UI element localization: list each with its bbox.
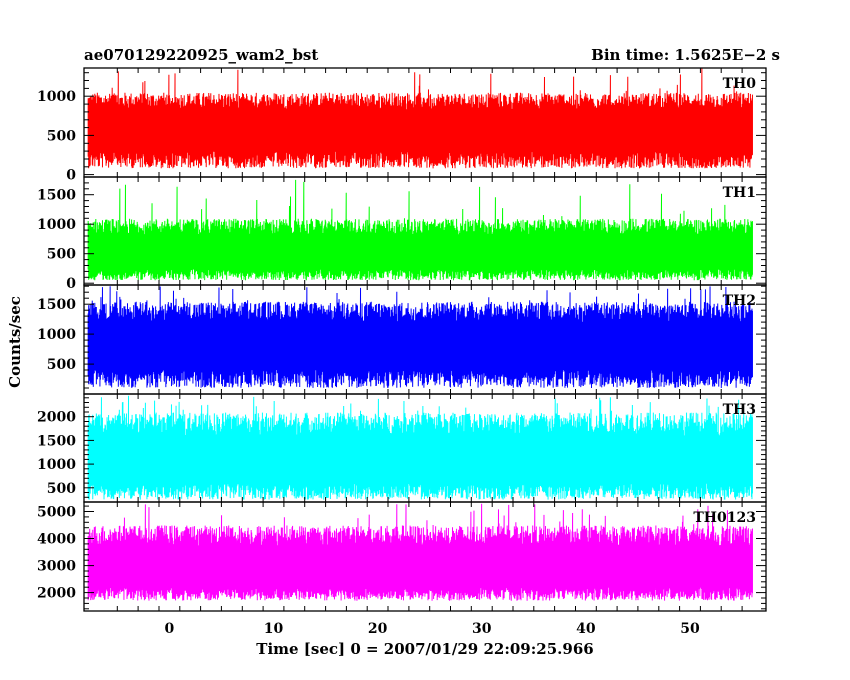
y-tick-label: 3000 <box>37 559 76 575</box>
y-tick-label: 1000 <box>37 327 76 343</box>
y-tick-label: 500 <box>47 247 76 263</box>
panel-th3: 500 1000 1500 2000 TH3 <box>37 393 767 503</box>
panel-label: TH1 <box>723 185 756 201</box>
x-tick-label: 50 <box>680 621 700 637</box>
y-tick-label: 1000 <box>37 217 76 233</box>
y-tick-label: 500 <box>47 481 76 497</box>
y-axis-label: Counts/sec <box>6 296 24 388</box>
panel-th0: 0 500 1000 TH0 <box>37 67 767 184</box>
y-tick-label: 1000 <box>37 89 76 105</box>
x-tick-label: 0 <box>165 621 175 637</box>
lightcurve-th0123 <box>87 503 753 601</box>
panel-th0123: 2000 3000 4000 5000 TH0123 <box>37 501 767 612</box>
y-tick-label: 1000 <box>37 457 76 473</box>
panel-frame <box>83 501 767 612</box>
x-tick-label: 40 <box>576 621 596 637</box>
x-tick-label: 30 <box>472 621 492 637</box>
x-tick-label: 10 <box>264 621 284 637</box>
panel-label: TH0 <box>723 76 757 92</box>
panel-label: TH2 <box>723 293 756 309</box>
y-tick-label: 1500 <box>37 433 76 449</box>
lightcurve-th2 <box>87 286 753 389</box>
y-tick-label: 500 <box>47 357 76 373</box>
y-tick-label: 1500 <box>37 297 76 313</box>
y-tick-label: 500 <box>47 128 76 144</box>
y-tick-label: 1500 <box>37 188 76 204</box>
chart-header-left: ae070129220925_wam2_bst <box>84 46 318 64</box>
panel-th2: 500 1000 1500 TH2 <box>37 284 767 395</box>
panel-label: TH3 <box>723 402 756 418</box>
y-tick-label: 0 <box>66 276 76 292</box>
y-tick-label: 2000 <box>37 410 76 426</box>
y-tick-label: 5000 <box>37 504 76 520</box>
panel-label: TH0123 <box>693 510 756 526</box>
y-tick-label: 2000 <box>37 586 76 602</box>
panel-th1: 0 500 1000 1500 TH1 <box>37 176 767 292</box>
lightcurve-th0 <box>87 68 753 169</box>
x-tick-label: 20 <box>368 621 388 637</box>
y-tick-label: 0 <box>66 168 76 184</box>
x-axis-label: Time [sec] 0 = 2007/01/29 22:09:25.966 <box>256 640 593 658</box>
y-tick-label: 4000 <box>37 532 76 548</box>
lightcurve-th3 <box>87 395 753 500</box>
chart-header-right: Bin time: 1.5625E−2 s <box>591 46 780 64</box>
lightcurve-th1 <box>87 179 753 281</box>
